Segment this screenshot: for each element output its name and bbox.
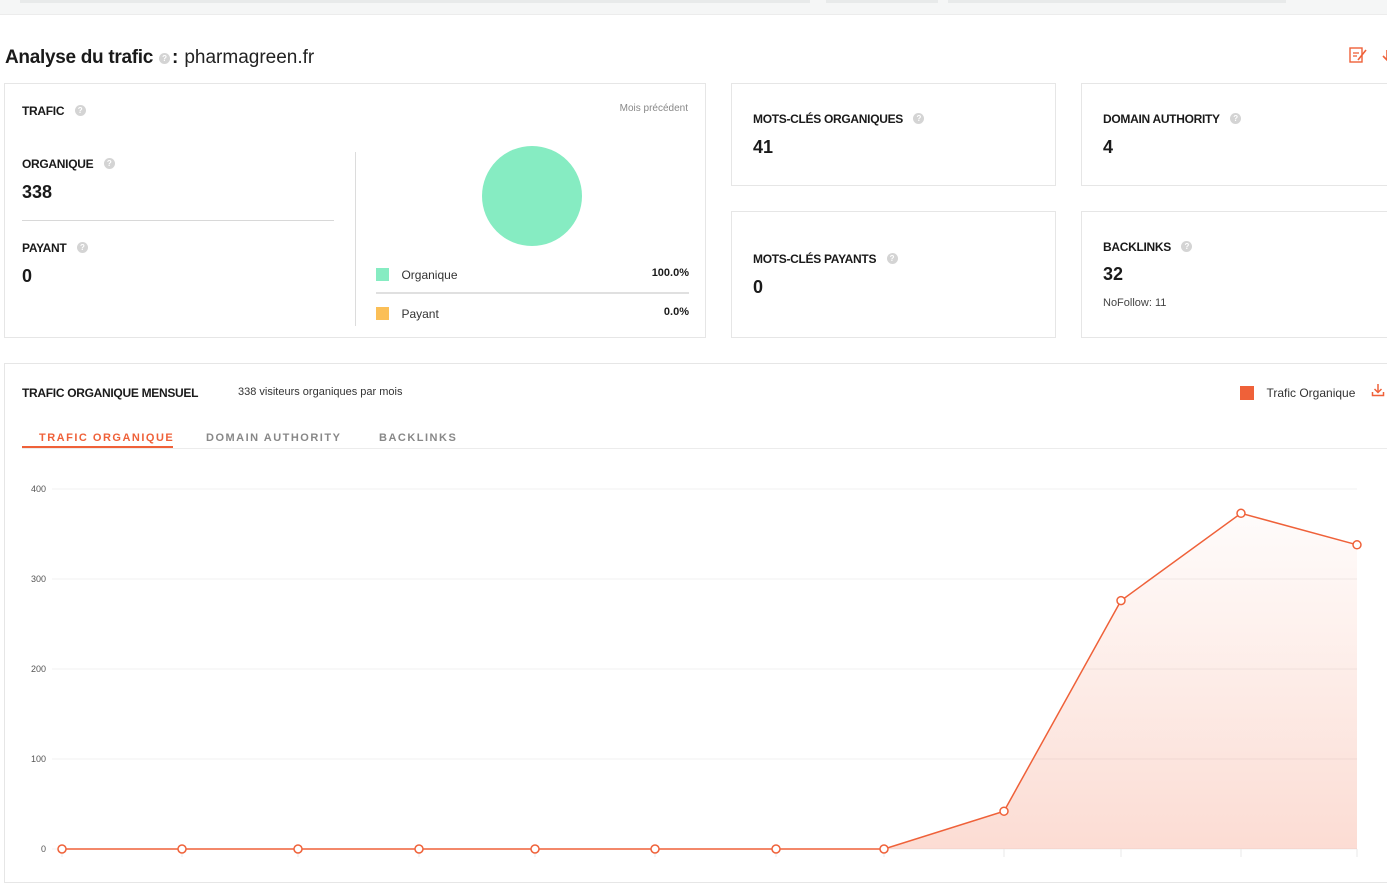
domain-authority-value: 4 [1103, 137, 1114, 157]
tab-backlinks[interactable]: BACKLINKS [379, 432, 458, 444]
chart-legend[interactable]: Trafic Organique [1240, 384, 1355, 402]
legend-label-organic: Organique [401, 268, 458, 282]
data-point [177, 844, 187, 854]
traffic-title: TRAFIC [22, 104, 65, 118]
data-point [999, 806, 1009, 816]
series-area [62, 513, 1357, 849]
top-toolbar [0, 0, 1387, 15]
title-separator: : [172, 47, 179, 68]
backlinks-value: 32 [1103, 264, 1124, 284]
divider [22, 220, 334, 221]
data-point [293, 844, 303, 854]
legend-swatch-organic [376, 268, 389, 282]
edit-report-icon[interactable] [1348, 46, 1368, 64]
series-line [62, 512, 1358, 850]
y-tick-label: 400 [31, 484, 46, 494]
help-icon[interactable]: ? [1181, 241, 1193, 253]
traffic-card-title: TRAFIC ? [22, 102, 86, 120]
data-point [1236, 508, 1246, 519]
legend-row-organic: Organique 100.0% [376, 266, 689, 284]
backlinks-label: BACKLINKS [1103, 240, 1171, 254]
y-tick-label: 300 [31, 574, 46, 584]
data-point [879, 844, 889, 854]
help-icon[interactable]: ? [76, 242, 88, 254]
paid-keywords-value: 0 [753, 277, 764, 297]
monthly-traffic-chart: 0 100 200 300 400 [31, 484, 1362, 857]
monthly-traffic-title: TRAFIC ORGANIQUE MENSUEL [22, 386, 199, 400]
paid-label: PAYANT [22, 241, 67, 255]
nofollow-count: NoFollow: 11 [1103, 297, 1167, 309]
legend-swatch-paid [376, 307, 389, 321]
paid-label-row: PAYANT ? [22, 239, 88, 257]
page-title: Analyse du trafic ? : pharmagreen.fr [5, 44, 314, 72]
organic-value: 338 [22, 182, 53, 202]
data-point [530, 844, 540, 854]
period-label: Mois précédent [619, 103, 688, 114]
help-icon[interactable]: ? [1230, 113, 1242, 125]
paid-keywords-label: MOTS-CLÉS PAYANTS [753, 252, 877, 266]
organic-keywords-card[interactable]: MOTS-CLÉS ORGANIQUES ? 41 [731, 83, 1056, 186]
paid-value: 0 [22, 266, 33, 286]
pie-slice-organic [482, 146, 582, 246]
data-point [57, 844, 67, 854]
tabs-baseline [22, 448, 1387, 449]
toolbar-button-strip[interactable] [948, 0, 1286, 3]
download-icon[interactable] [1380, 48, 1387, 64]
paid-keywords-card[interactable]: MOTS-CLÉS PAYANTS ? 0 [731, 211, 1056, 338]
tab-domain-authority[interactable]: DOMAIN AUTHORITY [206, 432, 342, 444]
download-icon[interactable] [1371, 382, 1385, 398]
y-tick-label: 0 [41, 844, 46, 854]
help-icon[interactable]: ? [913, 113, 925, 125]
traffic-card: TRAFIC ? Mois précédent ORGANIQUE ? 338 … [4, 83, 706, 338]
organic-keywords-value: 41 [753, 137, 774, 157]
vertical-divider [355, 152, 356, 326]
data-point [650, 844, 660, 854]
toolbar-search-strip[interactable] [20, 0, 810, 3]
organic-label: ORGANIQUE [22, 157, 94, 171]
legend-value-paid: 0.0% [663, 306, 689, 318]
legend-divider [376, 292, 689, 294]
page-title-text: Analyse du trafic [5, 47, 154, 68]
traffic-pie-chart [482, 146, 582, 246]
help-icon[interactable]: ? [159, 52, 171, 64]
toolbar-select-strip[interactable] [826, 0, 938, 3]
legend-label-paid: Payant [401, 307, 439, 321]
tab-organic-traffic[interactable]: TRAFIC ORGANIQUE [39, 432, 175, 444]
legend-value-organic: 100.0% [651, 267, 689, 279]
help-icon[interactable]: ? [74, 105, 86, 117]
domain-authority-label: DOMAIN AUTHORITY [1103, 112, 1220, 126]
active-tab-indicator [22, 446, 173, 448]
legend-row-paid: Payant 0.0% [376, 305, 689, 323]
data-point [414, 844, 424, 854]
data-point [771, 844, 781, 854]
y-tick-label: 100 [31, 754, 46, 764]
organic-label-row: ORGANIQUE ? [22, 155, 115, 173]
legend-swatch-traffic [1240, 385, 1254, 400]
monthly-traffic-subtitle: 338 visiteurs organiques par mois [238, 386, 403, 398]
help-icon[interactable]: ? [886, 253, 898, 265]
domain-authority-card[interactable]: DOMAIN AUTHORITY ? 4 [1081, 83, 1387, 186]
backlinks-card[interactable]: BACKLINKS ? 32 NoFollow: 11 [1081, 211, 1387, 338]
analyzed-domain: pharmagreen.fr [184, 47, 315, 68]
data-point [1116, 595, 1126, 606]
organic-keywords-label: MOTS-CLÉS ORGANIQUES [753, 112, 904, 126]
data-point [1352, 540, 1362, 550]
help-icon[interactable]: ? [103, 158, 115, 170]
y-tick-label: 200 [31, 664, 46, 674]
legend-label-traffic: Trafic Organique [1266, 386, 1356, 400]
